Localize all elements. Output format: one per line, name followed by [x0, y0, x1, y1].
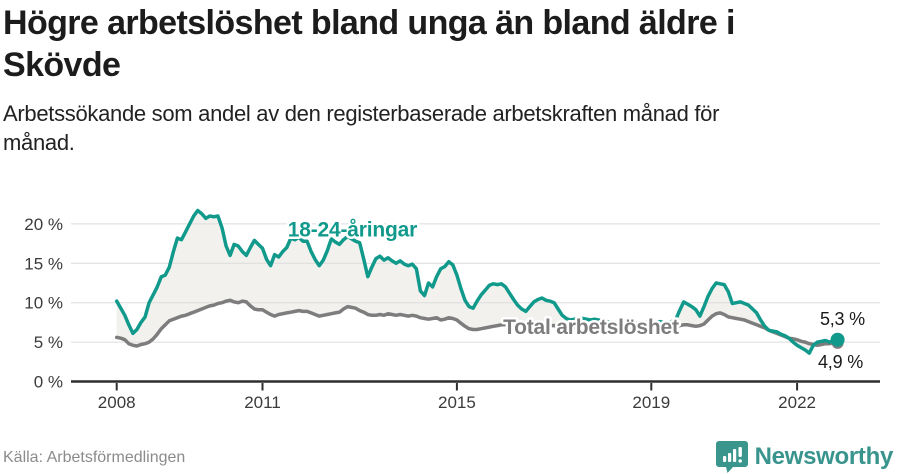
title-line-2: Skövde — [3, 46, 121, 84]
y-tick-label: 20 % — [24, 215, 63, 234]
series-line-total-arbetsl-shet — [114, 298, 840, 348]
series-label-total: Total arbetslöshet — [503, 316, 679, 339]
y-tick-label: 5 % — [34, 333, 63, 352]
series-line-18-24-ringar — [114, 208, 840, 355]
y-tick-label: 0 % — [34, 373, 63, 392]
y-tick-label: 15 % — [24, 254, 63, 273]
chart-subtitle: Arbetssökande som andel av den registerb… — [3, 99, 843, 157]
end-label-total: 4,9 % — [818, 352, 863, 372]
subtitle-line-2: månad. — [3, 130, 75, 155]
x-tick-label: 2011 — [244, 393, 281, 412]
newsworthy-brand: Newsworthy — [715, 440, 894, 474]
x-tick-label: 2015 — [438, 393, 476, 412]
series-label-young: 18-24-åringar — [288, 219, 417, 242]
brand-name: Newsworthy — [754, 443, 894, 470]
y-tick-label: 10 % — [24, 294, 63, 313]
end-label-young: 5,3 % — [820, 309, 865, 329]
x-tick-label: 2022 — [778, 393, 816, 412]
area-fill-between-series — [116, 210, 838, 354]
bar-chart-speech-bubble-icon — [715, 441, 748, 473]
subtitle-line-1: Arbetssökande som andel av den registerb… — [3, 101, 720, 126]
page-title: Högre arbetslöshet bland unga än bland ä… — [3, 2, 883, 86]
x-tick-label: 2008 — [98, 393, 136, 412]
x-tick-label: 2019 — [632, 393, 670, 412]
end-dot-young — [830, 332, 845, 347]
title-line-1: Högre arbetslöshet bland unga än bland ä… — [3, 4, 735, 42]
source-note: Källa: Arbetsförmedlingen — [3, 449, 186, 466]
